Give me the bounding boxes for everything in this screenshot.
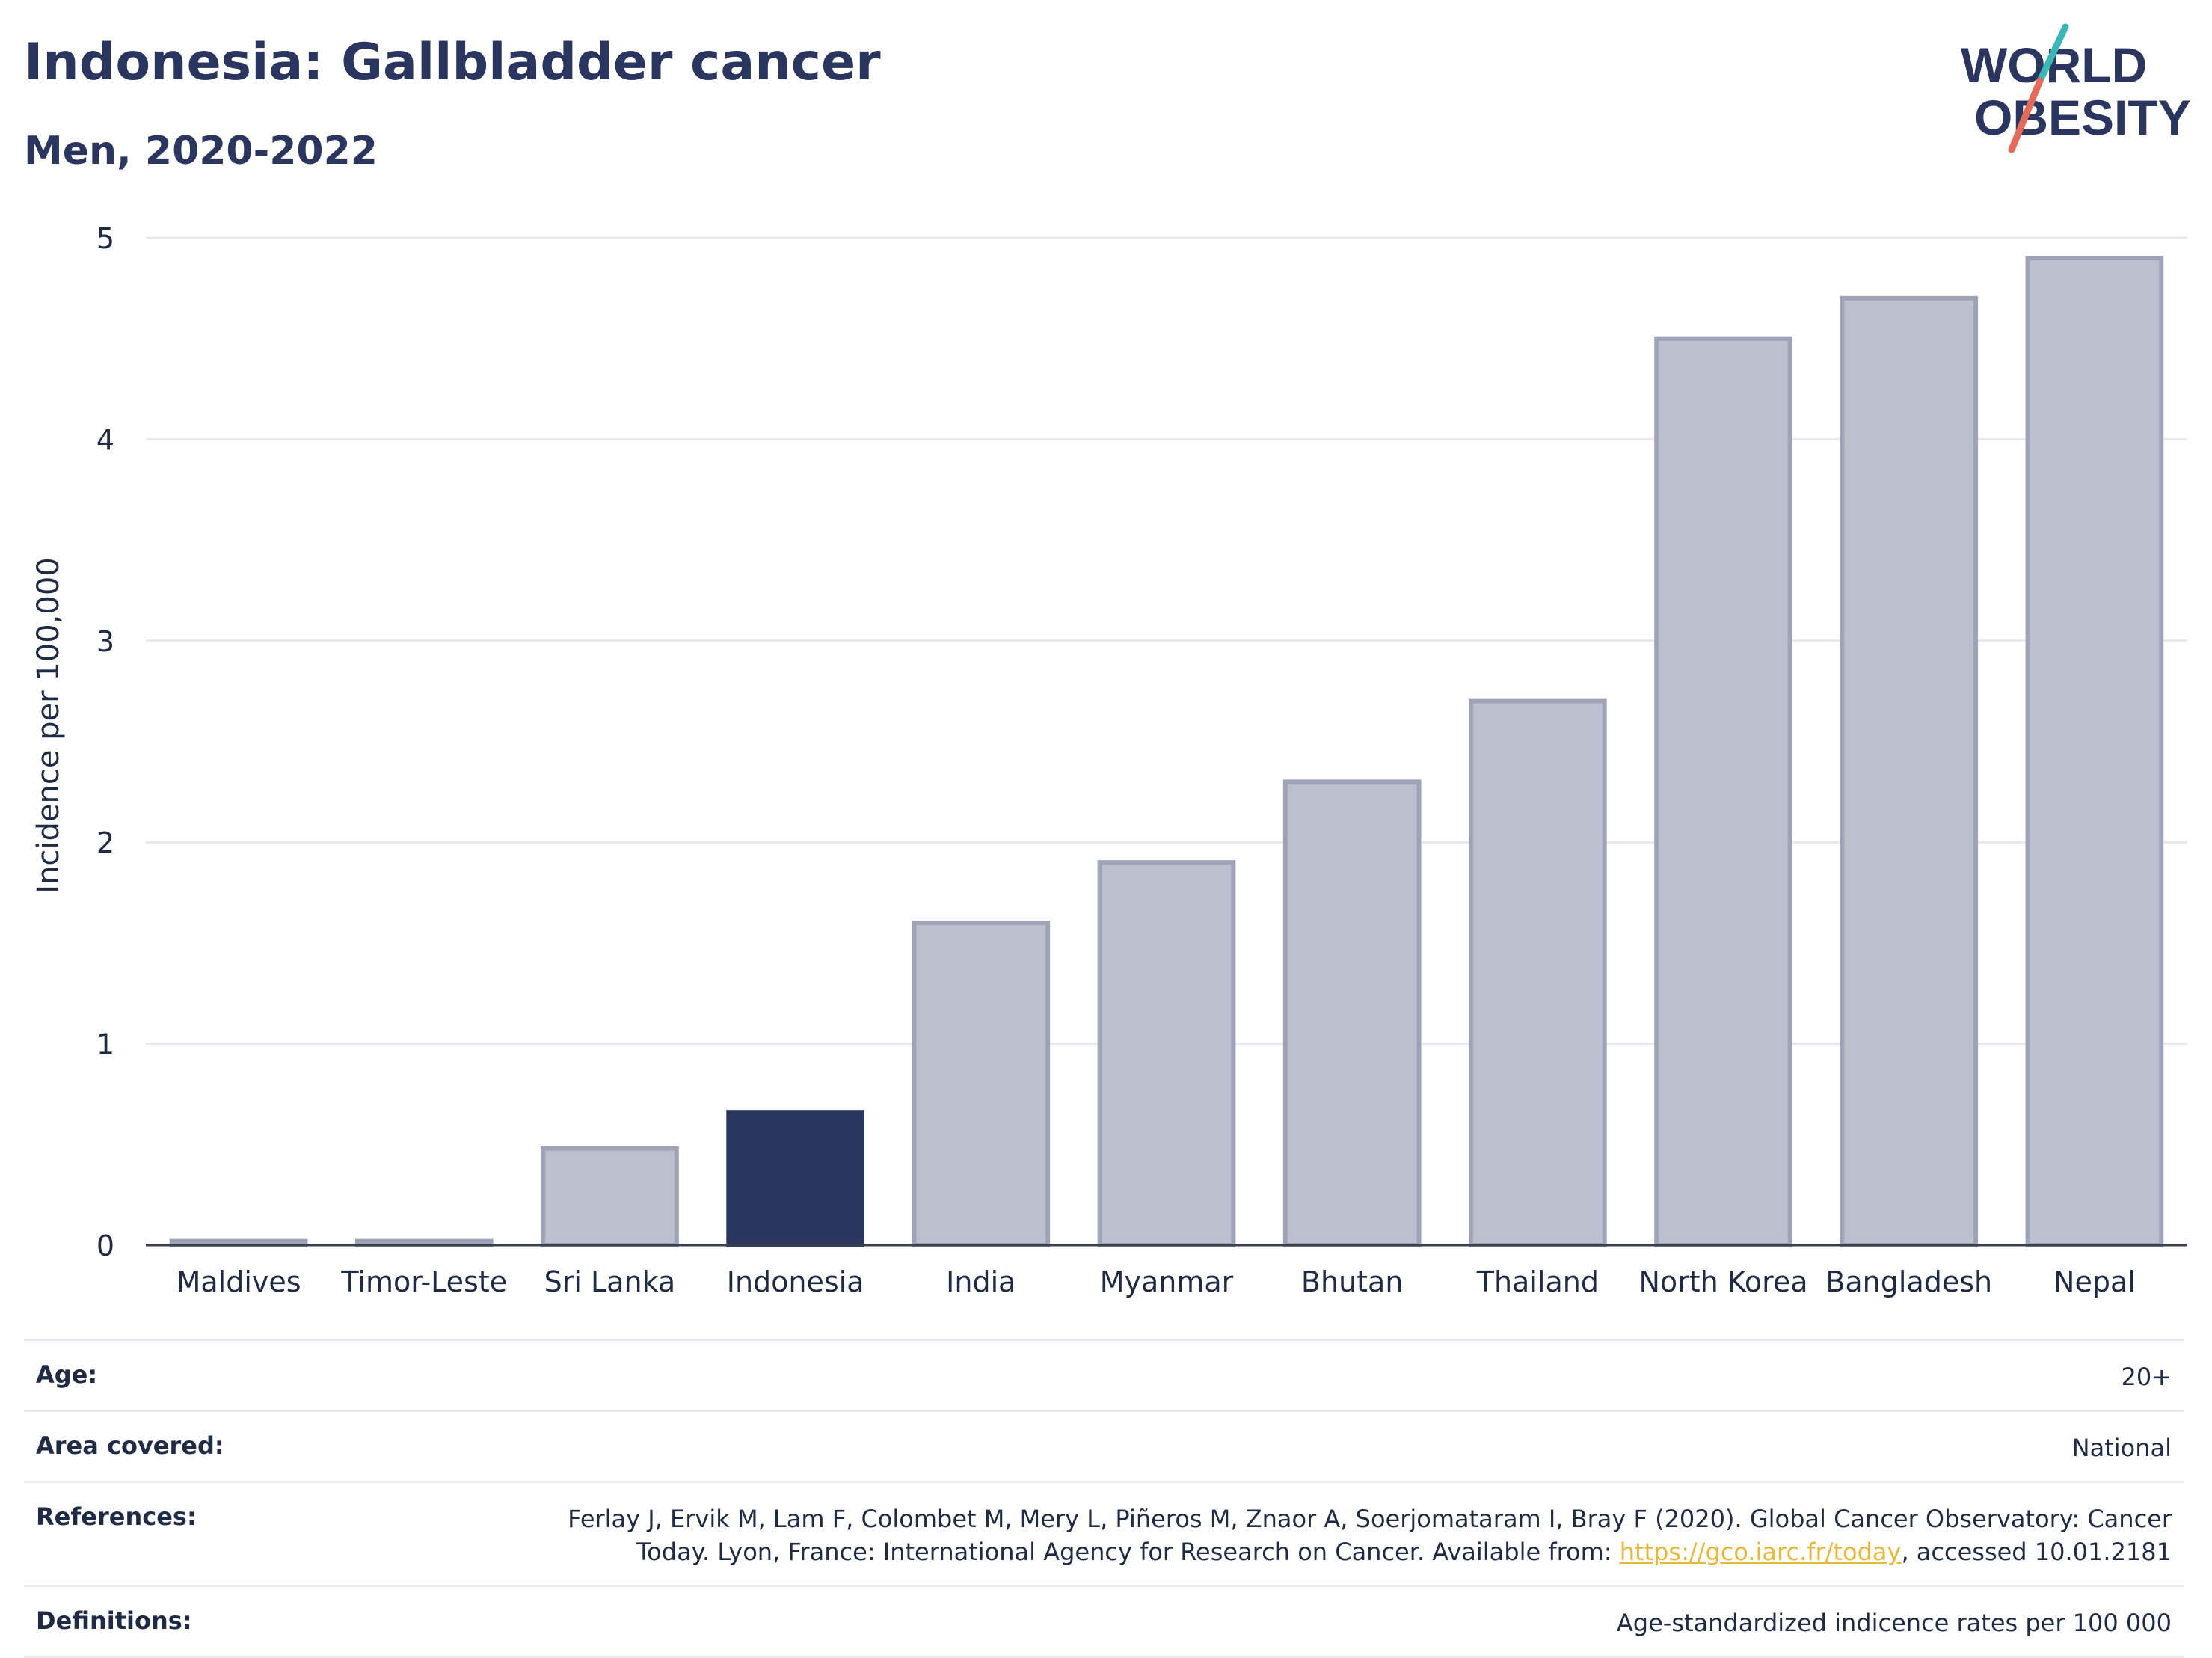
y-axis-label: Incidence per 100,000 (31, 557, 66, 894)
x-tick-label: Bhutan (1301, 1265, 1404, 1298)
meta-age-value: 20+ (2121, 1363, 2172, 1391)
x-tick-label: Nepal (2053, 1265, 2136, 1298)
meta-area-label: Area covered: (36, 1431, 224, 1460)
metadata-table: Age: 20+ Area covered: National Referenc… (24, 1339, 2184, 1658)
logo-slash-teal (2036, 23, 2069, 85)
y-tick-label: 0 (96, 1229, 114, 1262)
x-tick-label: Bangladesh (1825, 1265, 1992, 1298)
bar-india (912, 920, 1051, 1247)
bar-thailand (1469, 698, 1607, 1247)
meta-definitions-value: Age-standardized indicence rates per 100… (1616, 1609, 2172, 1637)
x-tick-label: Sri Lanka (544, 1265, 676, 1298)
x-tick-label: Indonesia (727, 1265, 864, 1298)
references-line2-post: , accessed 10.01.2181 (1901, 1538, 2172, 1566)
y-tick-label: 3 (96, 625, 114, 658)
x-tick-label: Maldives (176, 1265, 301, 1298)
meta-row-references: References: Ferlay J, Ervik M, Lam F, Co… (24, 1481, 2184, 1585)
logo-text-obesity: OBESITY (1974, 90, 2191, 145)
bars (146, 255, 2187, 1248)
bar-chart: 0 1 2 3 4 5 Maldives Timor-Leste Sri Lanka Indon… (31, 222, 2187, 1298)
bar-sri-lanka (541, 1146, 679, 1247)
x-tick-label: India (946, 1265, 1016, 1298)
meta-age-label: Age: (36, 1360, 98, 1389)
x-tick-label: Thailand (1476, 1265, 1599, 1298)
world-obesity-logo: WORLD OBESITY (1961, 23, 2191, 153)
chart-title: Indonesia: Gallbladder cancer (24, 33, 881, 92)
y-tick-label: 4 (96, 423, 114, 456)
bar-north-korea (1654, 336, 1792, 1248)
references-line1: Ferlay J, Ervik M, Lam F, Colombet M, Me… (568, 1505, 2172, 1533)
x-tick-label: Timor-Leste (340, 1265, 507, 1298)
y-tick-label: 5 (96, 222, 114, 255)
references-link[interactable]: https://gco.iarc.fr/today (1619, 1538, 1902, 1566)
y-tick-label: 2 (96, 826, 114, 859)
logo-slash-coral (2008, 77, 2044, 153)
meta-row-age: Age: 20+ (24, 1339, 2184, 1410)
bar-indonesia (726, 1110, 864, 1248)
chart-subtitle: Men, 2020-2022 (24, 129, 378, 174)
y-axis-ticks: 0 1 2 3 4 5 (96, 222, 114, 1262)
y-tick-label: 1 (96, 1028, 114, 1061)
meta-definitions-label: Definitions: (36, 1606, 192, 1635)
meta-row-area: Area covered: National (24, 1410, 2184, 1481)
references-line2-pre: Today. Lyon, France: International Agenc… (636, 1538, 1620, 1566)
x-axis-ticks: Maldives Timor-Leste Sri Lanka Indonesia Ind… (176, 1265, 2136, 1298)
meta-area-value: National (2071, 1434, 2172, 1462)
bar-myanmar (1097, 860, 1236, 1247)
bar-bhutan (1282, 779, 1422, 1247)
bar-bangladesh (1840, 295, 1979, 1248)
meta-row-definitions: Definitions: Age-standardized indicence … (24, 1585, 2184, 1658)
x-tick-label: Myanmar (1100, 1265, 1234, 1298)
x-tick-label: North Korea (1638, 1265, 1807, 1298)
meta-references-value: Ferlay J, Ervik M, Lam F, Colombet M, Me… (568, 1502, 2172, 1568)
meta-references-label: References: (36, 1502, 197, 1531)
bar-nepal (2025, 255, 2164, 1248)
